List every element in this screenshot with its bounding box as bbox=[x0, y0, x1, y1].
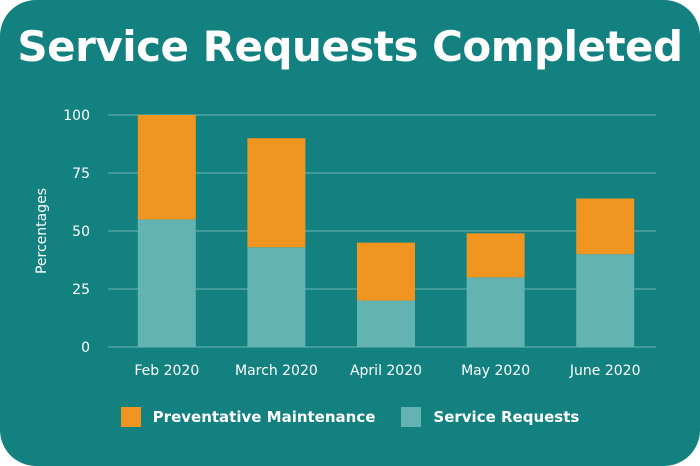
bar-service-requests-2 bbox=[357, 300, 415, 347]
bar-preventative-maintenance-2 bbox=[357, 242, 415, 301]
bar-service-requests-1 bbox=[247, 247, 306, 347]
legend-item-service: Service Requests bbox=[401, 407, 579, 427]
bar-service-requests-3 bbox=[466, 277, 525, 347]
legend-label-service: Service Requests bbox=[433, 408, 580, 426]
legend-item-preventative: Preventative Maintenance bbox=[120, 407, 376, 427]
x-tick-label-0: Feb 2020 bbox=[134, 363, 199, 379]
y-tick-label-100: 100 bbox=[63, 108, 90, 124]
x-tick-label-4: June 2020 bbox=[569, 363, 641, 379]
legend-label-preventative: Preventative Maintenance bbox=[152, 408, 376, 426]
bar-service-requests-0 bbox=[137, 219, 196, 347]
bar-service-requests-4 bbox=[576, 254, 635, 347]
y-axis-label: Percentages bbox=[34, 188, 50, 274]
legend-swatch-preventative bbox=[120, 407, 141, 427]
legend: Preventative Maintenance Service Request… bbox=[0, 402, 700, 432]
bar-preventative-maintenance-4 bbox=[576, 198, 635, 255]
x-axis-ticks: Feb 2020 March 2020 April 2020 May 2020 June… bbox=[134, 363, 640, 379]
chart-title: Service Requests Completed bbox=[17, 22, 683, 71]
x-tick-label-2: April 2020 bbox=[350, 363, 422, 379]
y-tick-label-50: 50 bbox=[72, 224, 90, 240]
y-tick-label-0: 0 bbox=[81, 340, 90, 356]
bar-preventative-maintenance-0 bbox=[137, 115, 196, 220]
bar-preventative-maintenance-3 bbox=[466, 233, 525, 278]
legend-swatch-service bbox=[401, 407, 422, 427]
y-axis-ticks: 0 25 50 75 100 bbox=[63, 108, 90, 356]
y-tick-label-75: 75 bbox=[72, 166, 90, 182]
y-tick-label-25: 25 bbox=[72, 282, 90, 298]
bar-preventative-maintenance-1 bbox=[247, 138, 306, 248]
x-tick-label-1: March 2020 bbox=[235, 363, 318, 379]
bars bbox=[137, 115, 635, 347]
x-tick-label-3: May 2020 bbox=[461, 363, 530, 379]
